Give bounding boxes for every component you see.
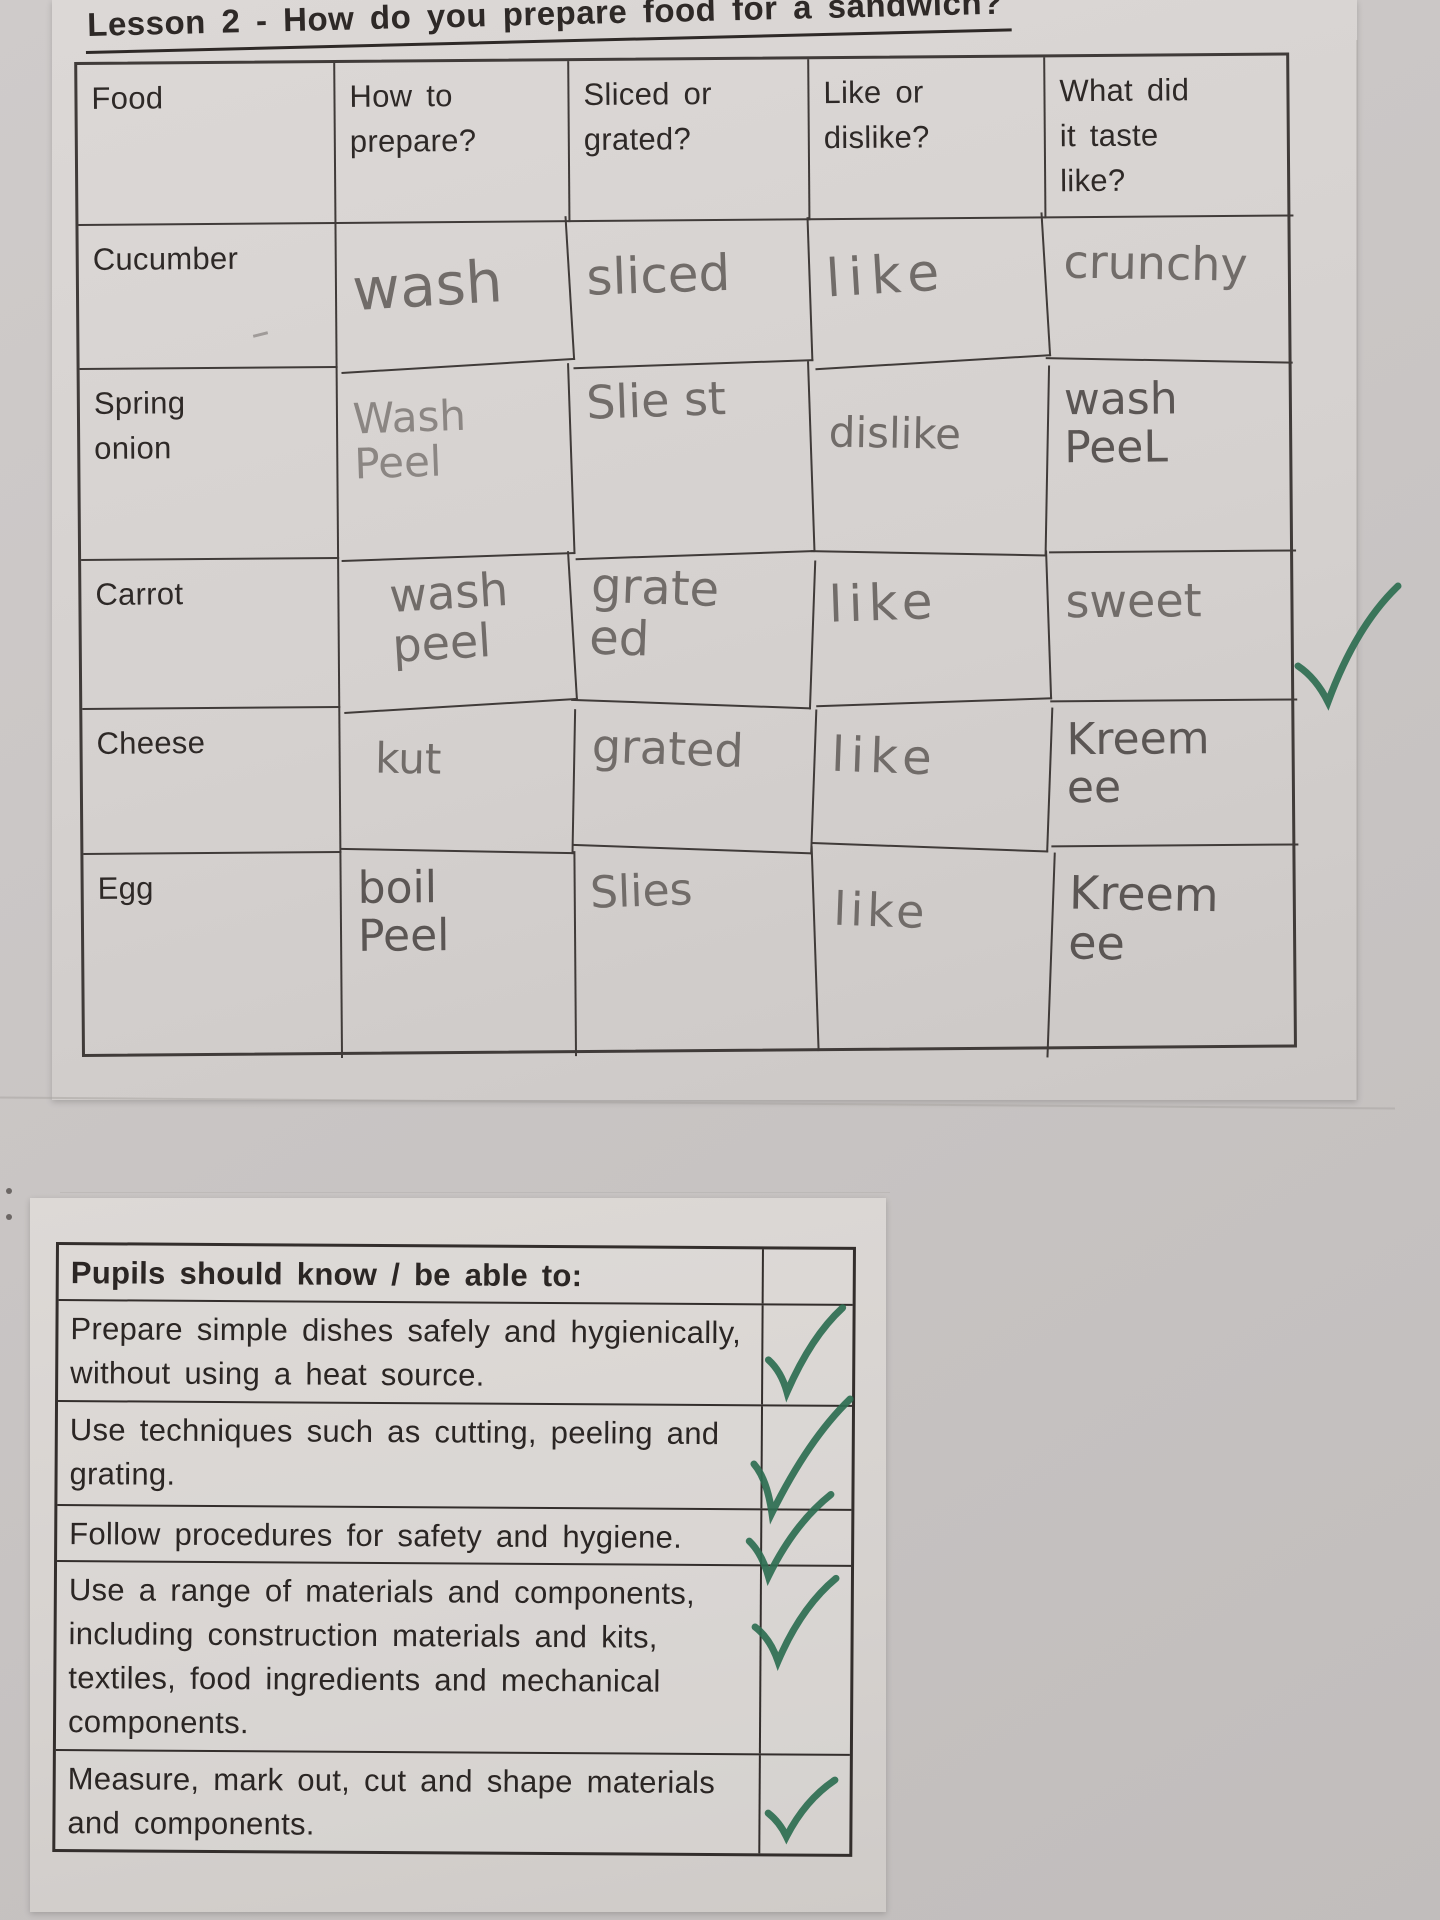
handwriting-cell: wash PeeL: [1047, 360, 1297, 554]
handwriting-cell: Slies: [572, 846, 820, 1060]
checklist-header-row: Pupils should know / be able to:: [58, 1245, 853, 1306]
checklist-item: Use techniques such as cutting, peeling …: [57, 1402, 764, 1509]
row-label-cheese: Cheese: [82, 707, 342, 855]
pen-dots: [6, 1188, 12, 1194]
checklist-item: Follow procedures for safety and hygiene…: [57, 1506, 763, 1565]
checklist-item: Use a range of materials and components,…: [55, 1562, 763, 1754]
row-label-cucumber: Cucumber: [78, 223, 338, 370]
checklist-row: Prepare simple dishes safely and hygieni…: [58, 1301, 853, 1407]
handwriting-cell: wash: [332, 216, 576, 374]
handwriting-cell: crunchy: [1045, 215, 1296, 364]
checkmark-icon: [745, 1491, 835, 1586]
handwriting-cell: Kreem ee: [1050, 700, 1299, 848]
row-label-carrot: Carrot: [81, 558, 341, 710]
row-label-spring-onion: Spring onion: [79, 367, 340, 561]
paper-sheet-top: [52, 0, 1357, 1100]
handwriting-cell: Wash Peel: [335, 363, 576, 562]
check-cell: [745, 1491, 851, 1586]
checkmark-icon: [1294, 582, 1402, 711]
check-cell: [760, 1755, 850, 1854]
handwriting-cell: wash peel: [335, 551, 578, 714]
checklist-row: Measure, mark out, cut and shape materia…: [55, 1751, 850, 1854]
handwriting-cell: boil Peel: [341, 851, 578, 1058]
handwriting-cell: like: [806, 212, 1052, 371]
checklist-item: Prepare simple dishes safely and hygieni…: [58, 1301, 764, 1405]
col-header-sliced: Sliced or grated?: [569, 59, 811, 223]
prep-table: Food How to prepare? Sliced or grated? L…: [74, 52, 1299, 1060]
handwriting-cell: like: [811, 550, 1053, 708]
handwriting-cell: like: [812, 699, 1054, 853]
handwriting-cell: Slie st: [569, 361, 816, 561]
col-header-prepare: How to prepare?: [335, 61, 571, 224]
checklist-item: Measure, mark out, cut and shape materia…: [55, 1751, 761, 1854]
handwriting-cell: grated: [572, 700, 818, 855]
checklist-table: Pupils should know / be able to: Prepare…: [52, 1242, 856, 1857]
paper-sheet-bottom: [30, 1198, 886, 1912]
handwriting-cell: grate ed: [571, 551, 817, 710]
paper-edge: [1356, 40, 1358, 1100]
col-header-like: Like or dislike?: [809, 57, 1047, 221]
handwriting-cell: Kreem ee: [1067, 865, 1220, 971]
col-header-food: Food: [77, 62, 337, 227]
handwriting-cell: sweet: [1049, 551, 1298, 703]
handwriting-cell: kut: [339, 704, 577, 855]
row-label-egg: Egg: [83, 852, 344, 1060]
handwriting-cell: dislike: [810, 361, 1051, 557]
checklist-row: Use a range of materials and components,…: [55, 1562, 852, 1756]
check-cell: [751, 1566, 851, 1754]
handwriting-cell: like: [812, 844, 1056, 1058]
checklist-row: Use techniques such as cutting, peeling …: [57, 1395, 854, 1525]
check-cell: [763, 1304, 853, 1405]
handwriting-cell: sliced: [568, 217, 814, 370]
checkmark-icon: [751, 1574, 840, 1672]
checkmark-icon: [764, 1304, 847, 1403]
paper-edge: [60, 1192, 890, 1193]
checklist-row: Follow procedures for safety and hygiene…: [57, 1491, 852, 1586]
col-header-taste: What did it taste like?: [1045, 55, 1294, 219]
checklist-header: Pupils should know / be able to:: [58, 1245, 764, 1304]
checkmark-icon: [764, 1776, 839, 1845]
checkmark-icon: [750, 1395, 854, 1525]
check-cell: [750, 1395, 854, 1525]
